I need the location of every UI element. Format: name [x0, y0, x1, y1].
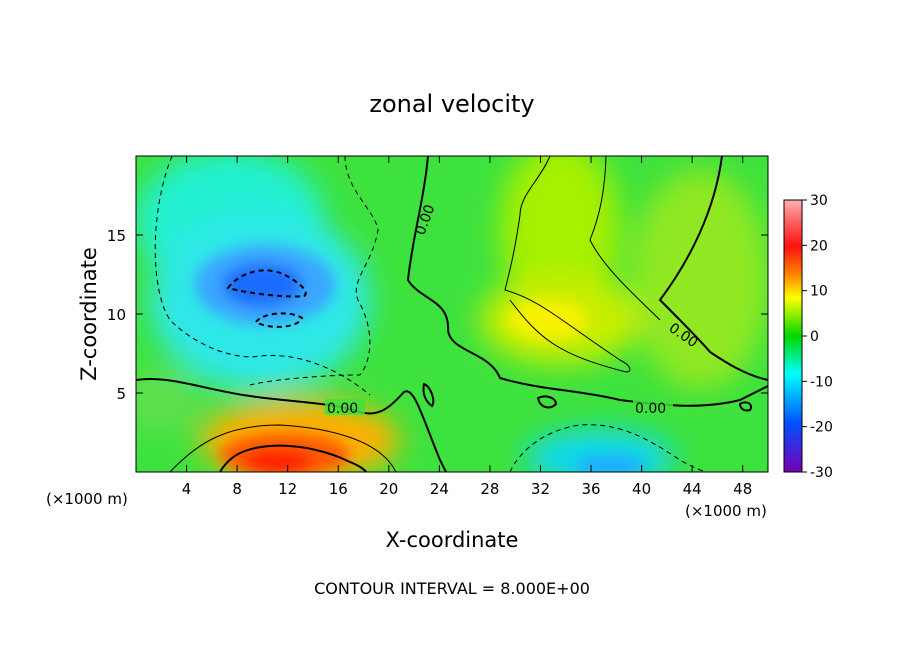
chart-title: zonal velocity — [369, 90, 534, 118]
colorbar-tick-label: -20 — [810, 420, 833, 436]
neg16-contour-top — [226, 269, 307, 298]
x-tick-label: 16 — [329, 480, 348, 498]
contour-label: 0.00 — [327, 401, 358, 417]
zero-contour-island3 — [738, 401, 752, 412]
pos8-contour-upper — [504, 156, 631, 373]
y-tick-label: 15 — [107, 227, 126, 245]
colorbar-tick-label: 30 — [810, 193, 828, 209]
y-tick-label: 10 — [107, 306, 126, 324]
x-tick-label: 40 — [632, 480, 651, 498]
colorbar-ticks: 30 20 10 0 -10 -20 -30 — [802, 193, 833, 481]
neg8-contour-center — [249, 156, 379, 386]
x-tick-label: 4 — [182, 480, 192, 498]
x-tick-label: 24 — [430, 480, 449, 498]
x-tick-label: 48 — [733, 480, 752, 498]
z-unit-label: (×1000 m) — [46, 490, 128, 508]
contour-interval: CONTOUR INTERVAL = 8.000E+00 — [314, 579, 590, 598]
heatmap-field — [136, 156, 768, 472]
x-tick-label: 12 — [278, 480, 297, 498]
x-tick-label: 20 — [379, 480, 398, 498]
neg8-contour-bottom — [509, 424, 707, 472]
colorbar — [783, 199, 803, 473]
contour-label: 0.00 — [635, 401, 666, 417]
colorbar-tick-label: 0 — [810, 329, 819, 345]
pos8-contour-bottom — [169, 424, 397, 472]
y-axis-ticks: 5 10 15 — [107, 227, 768, 403]
x-axis-ticks: 4 8 12 16 20 24 28 32 36 40 44 48 — [182, 156, 752, 498]
y-axis-label: Z-coordinate — [77, 247, 101, 381]
y-tick-label: 5 — [116, 385, 126, 403]
neg8-contour-left — [154, 156, 371, 396]
x-tick-label: 44 — [683, 480, 702, 498]
zero-contour-island2 — [536, 395, 558, 409]
zero-contour-right — [658, 156, 768, 381]
zero-contour-island — [422, 382, 435, 408]
x-tick-label: 28 — [480, 480, 499, 498]
colorbar-tick-label: 20 — [810, 238, 828, 254]
x-tick-label: 36 — [581, 480, 600, 498]
pos8-contour-right — [589, 156, 661, 321]
x-axis-label: X-coordinate — [386, 528, 519, 552]
x-tick-label: 32 — [531, 480, 550, 498]
pos16-contour-bottom — [219, 444, 367, 472]
neg16-contour-bottom — [254, 312, 304, 328]
x-tick-label: 8 — [232, 480, 242, 498]
colorbar-tick-label: 10 — [810, 284, 828, 300]
x-unit-label: (×1000 m) — [685, 502, 767, 520]
colorbar-tick-label: -30 — [810, 465, 833, 481]
zero-contour-upper — [406, 156, 768, 407]
colorbar-tick-label: -10 — [810, 374, 833, 390]
